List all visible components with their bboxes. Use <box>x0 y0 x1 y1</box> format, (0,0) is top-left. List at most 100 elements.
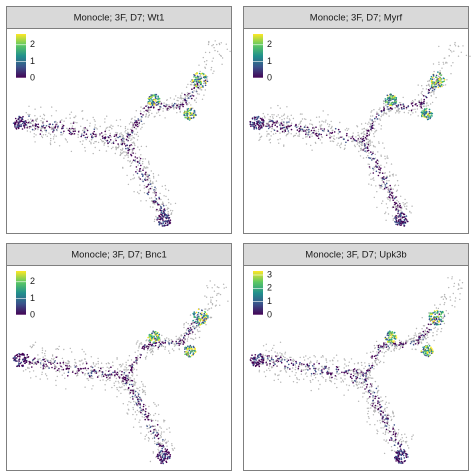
cell-point <box>125 151 128 154</box>
cell-point <box>314 369 316 372</box>
cell-point <box>170 339 173 341</box>
cell-point <box>304 124 307 127</box>
cell-point <box>186 348 189 351</box>
cell-point <box>271 114 273 116</box>
cell-point <box>157 437 160 440</box>
cell-point <box>20 119 23 121</box>
cell-point <box>259 117 262 120</box>
cell-point <box>275 132 277 135</box>
cell-point <box>149 179 152 182</box>
cell-point <box>35 134 37 136</box>
cell-point <box>199 78 201 81</box>
cell-point <box>164 222 167 224</box>
cell-point <box>317 137 320 140</box>
cell-point <box>125 138 128 141</box>
cell-point <box>130 139 132 141</box>
cell-point <box>271 125 273 127</box>
cell-point <box>208 40 210 43</box>
cell-point <box>307 133 309 135</box>
cell-point <box>400 444 402 446</box>
cell-point <box>395 105 398 107</box>
cell-point <box>147 103 149 105</box>
cell-point <box>151 343 154 346</box>
cell-point <box>435 74 438 77</box>
cell-point <box>107 375 110 378</box>
cell-point <box>310 375 312 377</box>
cell-point <box>270 358 273 360</box>
cell-point <box>331 129 333 132</box>
cell-point <box>198 80 201 82</box>
cell-point <box>376 420 379 422</box>
cell-point <box>39 362 42 364</box>
cell-point <box>129 364 131 367</box>
cell-point <box>422 88 424 90</box>
cell-point <box>301 364 303 366</box>
cell-point <box>371 141 373 143</box>
cell-point <box>386 96 389 99</box>
cell-point <box>40 120 42 122</box>
cell-point <box>403 107 405 110</box>
cell-point <box>140 411 142 414</box>
cell-point <box>149 102 151 104</box>
cell-point <box>129 128 132 131</box>
cell-point <box>398 206 400 208</box>
cell-point <box>171 341 174 344</box>
cell-point <box>167 451 170 453</box>
cell-point <box>56 356 59 358</box>
cell-point <box>80 360 82 362</box>
cell-point <box>377 160 380 162</box>
cell-point <box>369 172 372 175</box>
cell-point <box>28 120 31 123</box>
cell-point <box>131 127 133 129</box>
cell-point <box>446 79 448 81</box>
cell-point <box>125 368 127 371</box>
cell-point <box>164 209 166 212</box>
cell-point <box>290 133 292 135</box>
cell-point <box>425 95 427 98</box>
cell-point <box>142 107 144 110</box>
cell-point <box>189 329 192 332</box>
cell-point <box>193 90 195 92</box>
cell-point <box>155 100 157 102</box>
cell-point <box>191 354 193 357</box>
cell-point <box>376 344 378 347</box>
cell-point <box>376 118 379 120</box>
cell-point <box>310 373 313 375</box>
cell-point <box>437 80 439 82</box>
cell-point <box>283 114 285 117</box>
cell-point <box>162 212 164 215</box>
cell-point <box>151 353 154 356</box>
cell-point <box>66 366 69 368</box>
cell-point <box>127 154 129 156</box>
cell-point <box>152 173 155 175</box>
cell-point <box>365 391 367 393</box>
cell-point <box>133 400 135 403</box>
cell-point <box>145 408 147 410</box>
cell-point <box>278 122 280 124</box>
cell-point <box>59 120 62 122</box>
cell-point <box>284 365 286 367</box>
cell-point <box>148 189 150 191</box>
cell-point <box>85 362 88 365</box>
cell-point <box>202 315 205 318</box>
cell-point <box>187 345 189 348</box>
cell-point <box>122 374 124 376</box>
cell-point <box>158 214 160 217</box>
cell-point <box>95 133 98 135</box>
cell-point <box>385 418 388 420</box>
cell-point <box>361 138 364 141</box>
cell-point <box>140 128 142 130</box>
cell-point <box>196 319 199 321</box>
cell-point <box>397 450 399 452</box>
cell-point <box>97 366 100 369</box>
cell-point <box>150 94 152 96</box>
cell-point <box>176 338 178 340</box>
cell-point <box>315 367 318 370</box>
cell-point <box>115 131 117 134</box>
cell-point <box>371 357 373 359</box>
cell-point <box>312 127 314 129</box>
panel-frame <box>6 243 232 471</box>
cell-point <box>150 352 152 354</box>
cell-point <box>397 108 400 111</box>
cell-point <box>82 118 84 120</box>
